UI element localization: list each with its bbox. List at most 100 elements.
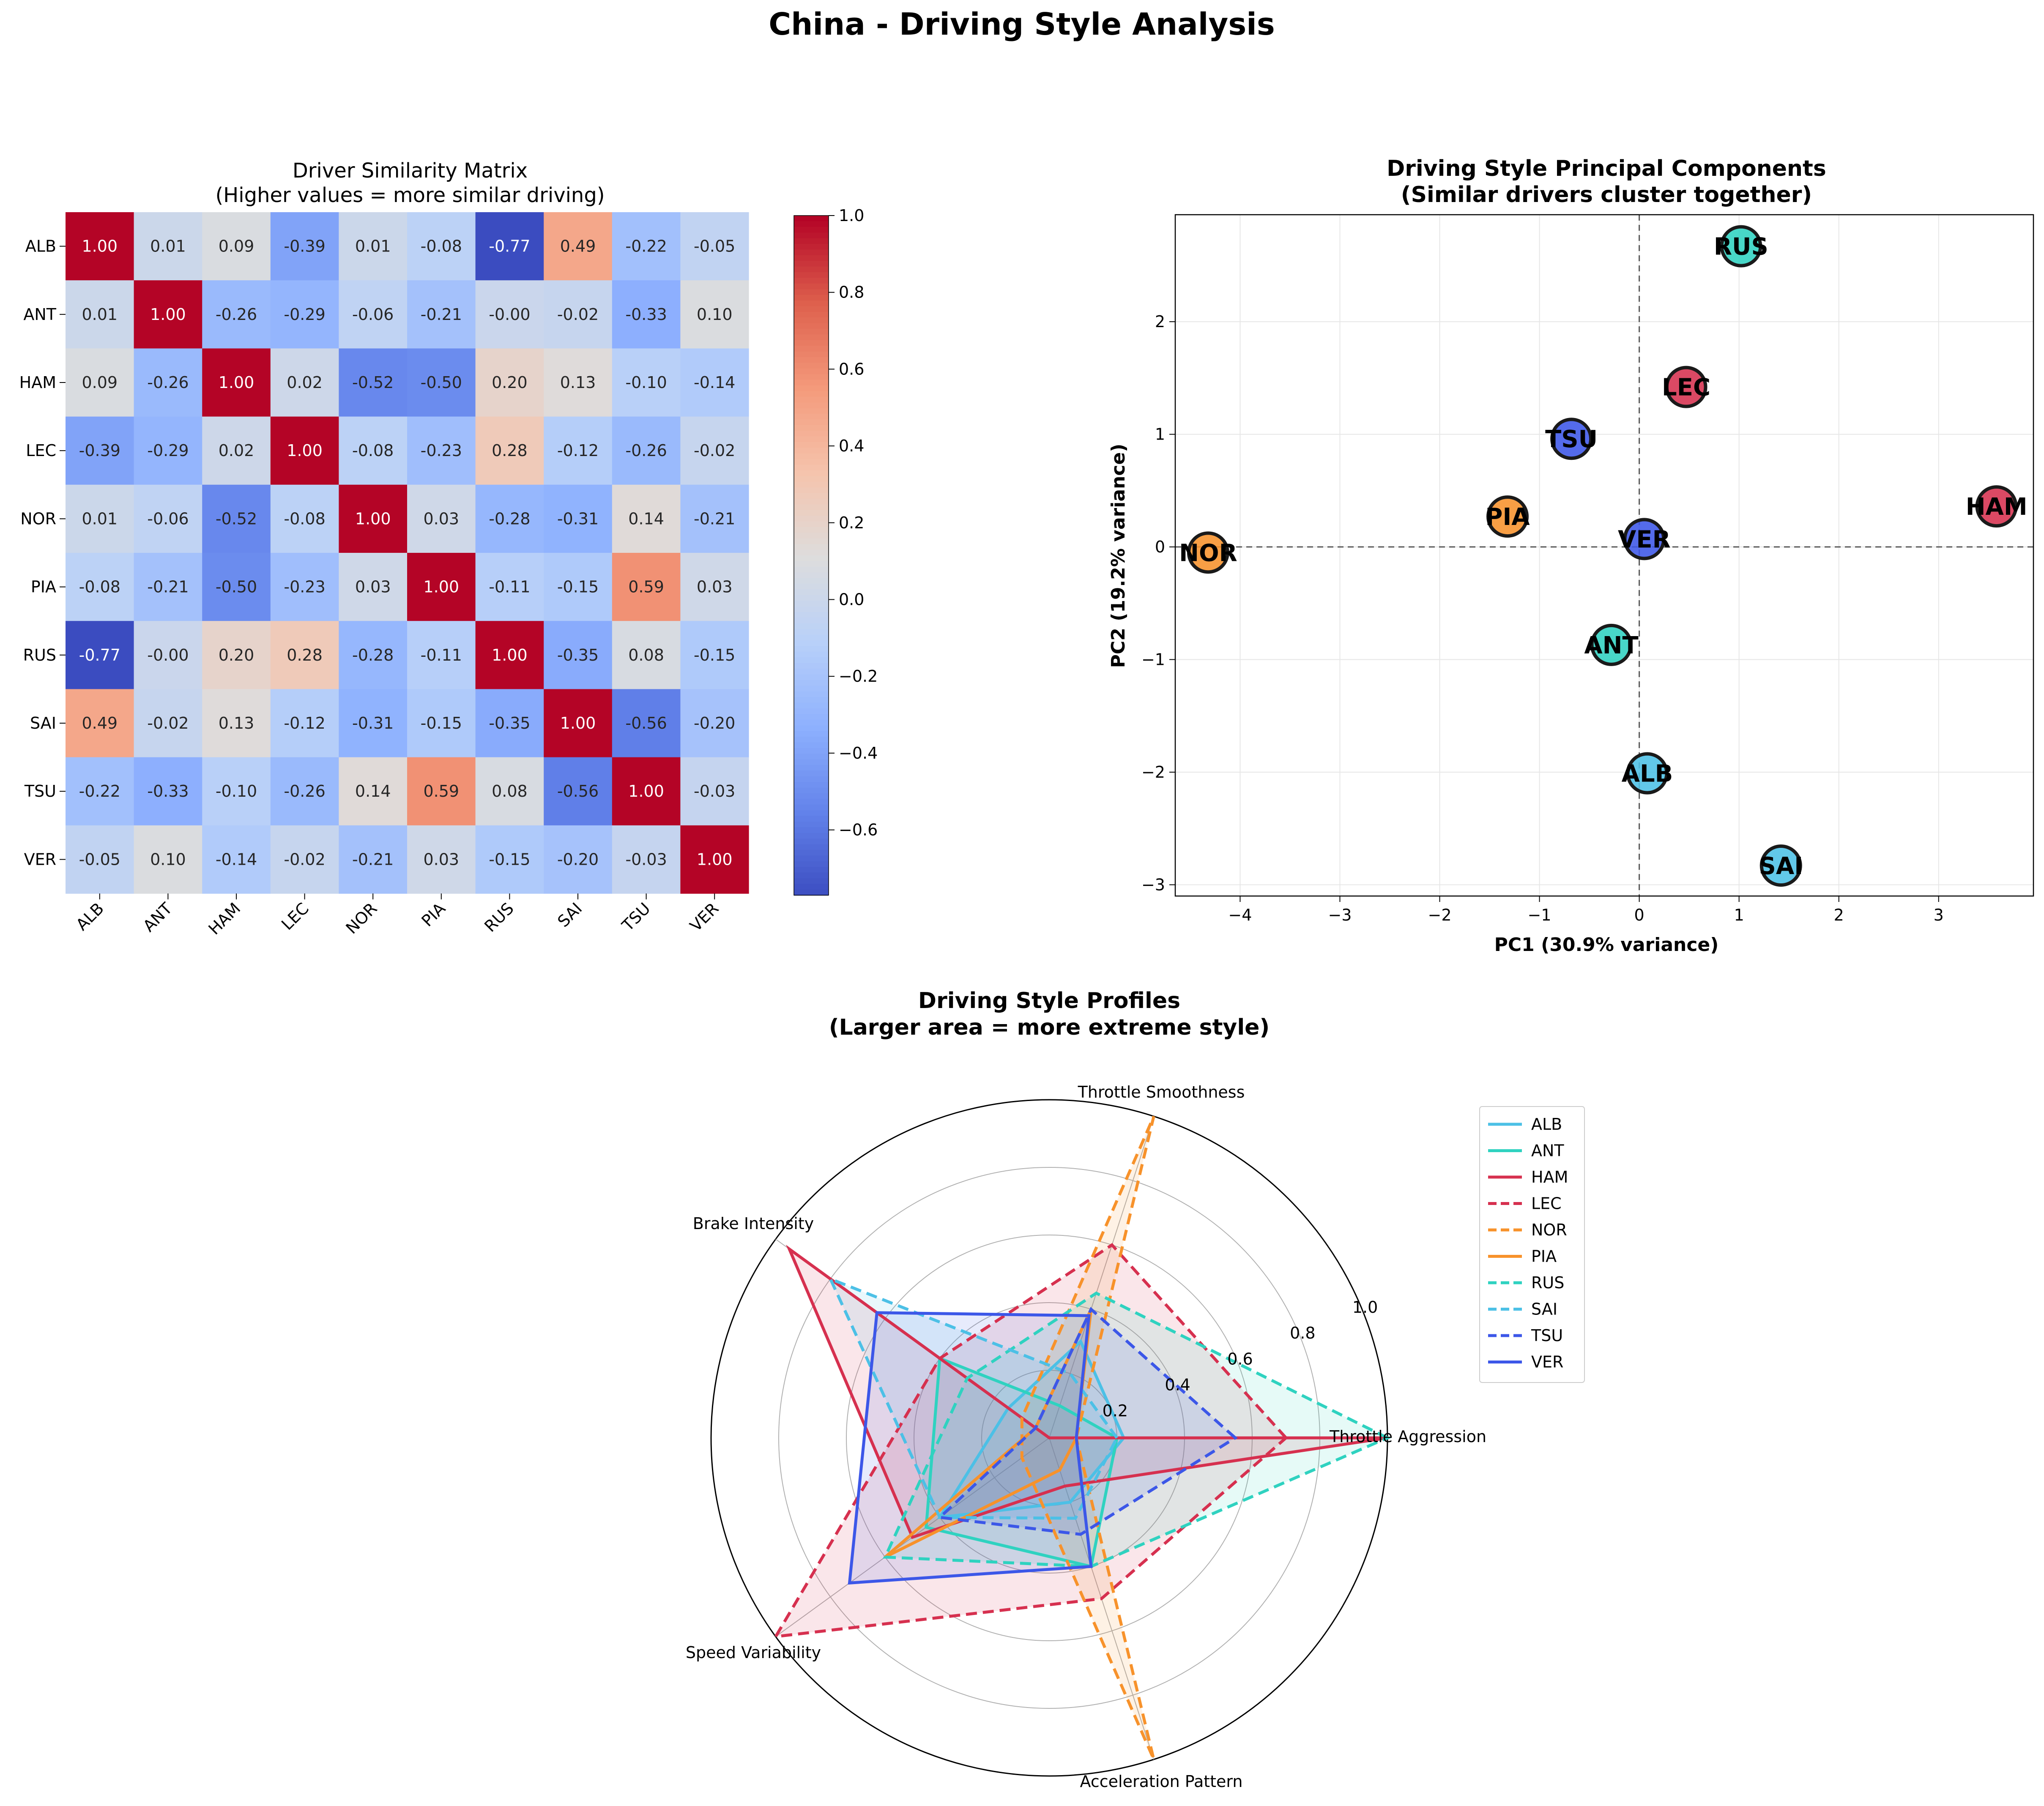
radar-rtick-label: 0.6 bbox=[1227, 1350, 1253, 1368]
heatmap-cell bbox=[339, 689, 408, 758]
scatter-points: RUS LEC TSU HAM PIA NOR VER ANT ALB SAI bbox=[1179, 225, 2028, 887]
heatmap-cell bbox=[339, 416, 408, 485]
heatmap-cell bbox=[680, 621, 749, 689]
heatmap-cell-label: 1.00 bbox=[355, 509, 391, 528]
heatmap-row-label: HAM bbox=[19, 373, 56, 392]
heatmap-cell-label: -0.33 bbox=[625, 305, 667, 324]
scatter-ytick-label: −1 bbox=[1141, 650, 1165, 669]
radar-line bbox=[827, 1276, 1119, 1520]
radar-axis-labels: 0.2 0.4 0.6 0.8 1.0 Throttle Aggression Thrott… bbox=[686, 1083, 1486, 1791]
heatmap-cell-label: -0.21 bbox=[421, 305, 462, 324]
heatmap-cell-label: -0.52 bbox=[216, 509, 257, 528]
heatmap-cell bbox=[134, 553, 202, 621]
radar-line bbox=[883, 1291, 1391, 1568]
colorbar-segment bbox=[794, 759, 829, 765]
heatmap-cell bbox=[270, 484, 339, 553]
heatmap-cell-label: 1.00 bbox=[697, 850, 733, 869]
heatmap-cell-label: -0.02 bbox=[284, 850, 325, 869]
heatmap-cell bbox=[612, 757, 681, 826]
heatmap-cell-label: 1.00 bbox=[82, 237, 118, 256]
legend-label: LEC bbox=[1531, 1194, 1562, 1213]
heatmap-row-label: NOR bbox=[20, 509, 56, 528]
colorbar-segment bbox=[794, 516, 829, 522]
heatmap-cell bbox=[270, 621, 339, 689]
scatter-axes: −4 −3 −2 −1 0 1 2 3 −3 −2 −1 0 1 2 bbox=[1141, 214, 2034, 924]
colorbar-tick-label: 0.0 bbox=[839, 590, 864, 609]
heatmap-cell bbox=[544, 416, 613, 485]
heatmap-cell bbox=[680, 484, 749, 553]
heatmap-cell-label: -0.15 bbox=[489, 850, 530, 869]
colorbar-segment bbox=[794, 765, 829, 771]
heatmap-cell-label: -0.02 bbox=[694, 441, 735, 460]
heatmap-cell-label: -0.39 bbox=[79, 441, 120, 460]
colorbar-segment bbox=[794, 793, 829, 800]
heatmap-cell bbox=[407, 416, 476, 485]
colorbar-segment bbox=[794, 833, 829, 839]
colorbar-segment bbox=[794, 782, 829, 788]
heatmap-cell bbox=[270, 825, 339, 894]
scatter-xtick-label: −4 bbox=[1228, 906, 1252, 924]
heatmap-cell bbox=[544, 484, 613, 553]
colorbar-segment bbox=[794, 459, 829, 465]
heatmap-cell bbox=[612, 280, 681, 349]
heatmap-cell-label: -0.15 bbox=[694, 646, 735, 664]
heatmap-cell-label: -0.00 bbox=[489, 305, 530, 324]
heatmap-cell-label: 0.03 bbox=[697, 578, 733, 596]
heatmap-cell bbox=[202, 553, 271, 621]
colorbar-segment bbox=[794, 425, 829, 432]
scatter-point-label: LEC bbox=[1662, 374, 1710, 402]
radar-axis-label: Speed Variability bbox=[686, 1643, 821, 1662]
scatter-point-label: TSU bbox=[1545, 426, 1598, 453]
heatmap-cell-label: 0.20 bbox=[492, 373, 528, 392]
heatmap-cell bbox=[134, 212, 202, 281]
colorbar-segment bbox=[794, 697, 829, 703]
radar-axis-label: Throttle Aggression bbox=[1329, 1427, 1486, 1446]
heatmap-cell-label: 0.01 bbox=[150, 237, 186, 256]
heatmap-cell-label: -0.21 bbox=[694, 509, 735, 528]
heatmap-cell bbox=[680, 212, 749, 281]
heatmap-cell-label: -0.35 bbox=[489, 714, 530, 732]
heatmap-cell bbox=[407, 689, 476, 758]
heatmap-cell bbox=[66, 553, 134, 621]
heatmap-cell-label: -0.15 bbox=[421, 714, 462, 732]
scatter-xtick-label: 1 bbox=[1734, 906, 1744, 924]
colorbar-segment bbox=[794, 731, 829, 737]
radar-title: Driving Style Profiles bbox=[918, 988, 1180, 1014]
scatter-ytick-label: −2 bbox=[1141, 763, 1165, 781]
heatmap-cell-label: 0.01 bbox=[82, 305, 118, 324]
heatmap-cell bbox=[680, 757, 749, 826]
scatter-point bbox=[1759, 844, 1802, 887]
heatmap-cell-label: 0.28 bbox=[492, 441, 528, 460]
colorbar-segment bbox=[794, 272, 829, 279]
colorbar-segment bbox=[794, 889, 829, 896]
heatmap-cell bbox=[202, 212, 271, 281]
colorbar-segment bbox=[794, 538, 829, 545]
colorbar-segment bbox=[794, 674, 829, 680]
similarity-heatmap: Driver Similarity Matrix (Higher values … bbox=[19, 159, 878, 938]
heatmap-cell bbox=[680, 689, 749, 758]
scatter-xtick-label: 3 bbox=[1934, 906, 1944, 924]
scatter-ylabel: PC2 (19.2% variance) bbox=[1108, 444, 1129, 668]
radar-rtick-label: 1.0 bbox=[1352, 1298, 1378, 1317]
heatmap-cell-label: -0.28 bbox=[352, 646, 394, 664]
heatmap-cell-label: 0.14 bbox=[355, 782, 391, 801]
scatter-point-label: NOR bbox=[1179, 539, 1237, 567]
heatmap-cell bbox=[202, 621, 271, 689]
scatter-ytick-label: 1 bbox=[1155, 425, 1165, 444]
scatter-point-label: VER bbox=[1618, 526, 1671, 553]
scatter-point bbox=[1187, 531, 1229, 574]
scatter-xtick-label: −3 bbox=[1328, 906, 1352, 924]
colorbar-segment bbox=[794, 561, 829, 567]
colorbar-segment bbox=[794, 566, 829, 573]
radar-line bbox=[925, 1356, 1119, 1568]
heatmap-cell-label: 1.00 bbox=[287, 441, 323, 460]
heatmap-cell-label: 0.08 bbox=[492, 782, 528, 801]
heatmap-cell bbox=[270, 280, 339, 349]
heatmap-cell-label: 1.00 bbox=[560, 714, 596, 732]
colorbar-segment bbox=[794, 617, 829, 624]
heatmap-cell bbox=[612, 621, 681, 689]
colorbar-segment bbox=[794, 363, 829, 369]
colorbar-segment bbox=[794, 244, 829, 250]
heatmap-cell-label: -0.00 bbox=[147, 646, 189, 664]
scatter-subtitle: (Similar drivers cluster together) bbox=[1401, 182, 1812, 208]
